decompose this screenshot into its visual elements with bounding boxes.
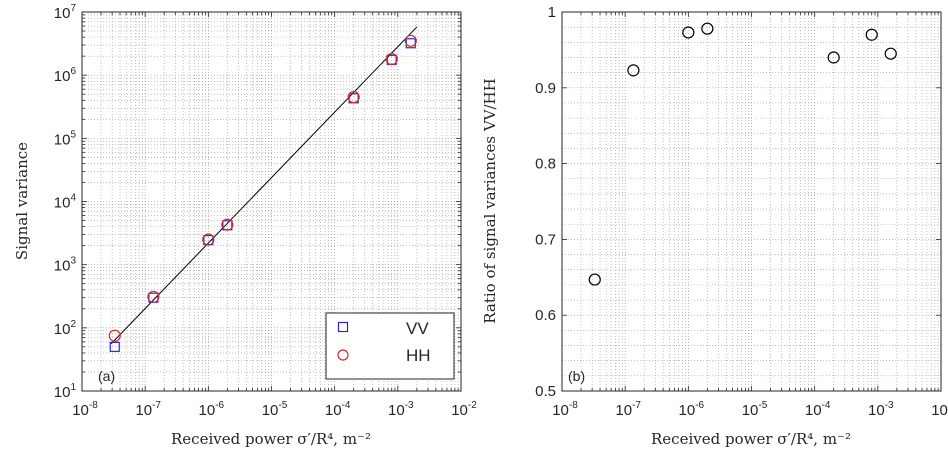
fit-line-a <box>110 26 418 345</box>
x-tick-label: 10-7 <box>615 400 641 419</box>
x-axis-label-a: Received power σ′/R⁴, m⁻² <box>171 430 371 448</box>
x-tick-label: 10-4 <box>325 400 351 419</box>
x-tick-label: 10-5 <box>742 400 768 419</box>
ratio-point <box>627 64 640 77</box>
ticks-a: 10-8 10-7 10-6 10-5 10-4 10-3 10-2 101 102 103 104… <box>54 3 477 419</box>
markers-a <box>108 34 417 352</box>
legend-vv-label: VV <box>406 319 429 338</box>
fit-line <box>110 26 418 345</box>
y-tick-label: 102 <box>54 319 77 338</box>
x-tick-label: 10-2 <box>451 400 477 419</box>
y-tick-label: 0.7 <box>535 231 556 248</box>
legend-hh-label: HH <box>406 346 431 365</box>
panel-b: 10-8 10-7 10-6 10-5 10-4 10-3 10-2 0.5 0.6 0.7 0.8… <box>481 4 948 448</box>
ratio-point <box>865 28 878 41</box>
ratio-point <box>682 26 695 39</box>
x-tick-label: 10-7 <box>135 400 161 419</box>
hh-point <box>147 290 160 303</box>
legend: VV HH <box>325 312 455 380</box>
x-tick-label: 10-2 <box>931 400 948 419</box>
y-tick-label: 104 <box>54 193 77 212</box>
y-tick-label: 0.5 <box>535 383 556 400</box>
x-tick-label: 10-8 <box>552 400 578 419</box>
panel-label-b: (b) <box>568 368 585 384</box>
x-axis-label-b: Received power σ′/R⁴, m⁻² <box>651 430 851 448</box>
ratio-point <box>588 273 601 286</box>
x-tick-label: 10-5 <box>262 400 288 419</box>
legend-hh-marker <box>337 349 349 361</box>
y-axis-label-a: Signal variance <box>13 142 31 260</box>
y-tick-label: 101 <box>54 382 77 401</box>
y-tick-label: 0.6 <box>535 307 556 324</box>
x-tick-label: 10-3 <box>868 400 894 419</box>
panel-label-a: (a) <box>98 368 115 384</box>
ticks-b: 10-8 10-7 10-6 10-5 10-4 10-3 10-2 0.5 0.6 0.7 0.8… <box>535 4 948 419</box>
hh-point <box>385 52 398 66</box>
legend-vv-marker <box>337 321 349 333</box>
x-tick-label: 10-6 <box>679 400 705 419</box>
ratio-point <box>827 51 840 64</box>
hh-point <box>108 329 121 342</box>
x-tick-label: 10-4 <box>805 400 831 419</box>
grid-b <box>561 11 942 392</box>
y-tick-label: 1 <box>548 4 556 21</box>
hh-point <box>347 90 360 104</box>
y-tick-label: 105 <box>54 129 77 148</box>
markers-b <box>588 22 897 286</box>
y-tick-label: 106 <box>54 66 77 85</box>
hh-point <box>202 233 215 246</box>
x-tick-label: 10-3 <box>388 400 414 419</box>
y-axis-label-b: Ratio of signal variances VV/HH <box>481 78 499 323</box>
hh-point <box>221 218 234 231</box>
y-tick-label: 103 <box>54 256 77 275</box>
x-tick-label: 10-6 <box>199 400 225 419</box>
ratio-point <box>884 47 897 60</box>
vv-point <box>109 341 120 352</box>
y-tick-label: 0.9 <box>535 80 556 97</box>
hh-point <box>404 34 417 47</box>
y-tick-label: 107 <box>54 3 77 22</box>
y-tick-label: 0.8 <box>535 156 556 173</box>
ratio-point <box>701 22 714 35</box>
x-tick-label: 10-8 <box>72 400 98 419</box>
panel-a: 10-8 10-7 10-6 10-5 10-4 10-3 10-2 101 102 103 104… <box>13 3 477 448</box>
